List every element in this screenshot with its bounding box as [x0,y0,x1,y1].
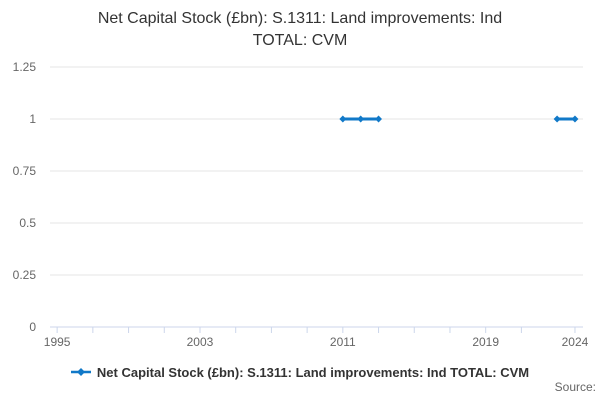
y-axis-label: 0 [29,320,36,334]
data-point-marker[interactable] [553,115,561,123]
x-axis-label: 2003 [187,335,214,349]
y-axis-label: 1 [29,112,36,126]
y-axis-label: 0.5 [19,216,36,230]
x-axis-label: 2019 [472,335,499,349]
y-axis-label: 1.25 [13,60,37,74]
x-axis-label: 1995 [44,335,71,349]
chart-title-line1: Net Capital Stock (£bn): S.1311: Land im… [97,10,503,27]
y-axis-label: 0.75 [13,164,37,178]
data-point-marker[interactable] [571,115,579,123]
source-label: Source: [554,380,596,394]
chart-title: Net Capital Stock (£bn): S.1311: Land im… [0,8,600,52]
data-point-marker[interactable] [339,115,347,123]
x-axis-label: 2024 [562,335,589,349]
legend-marker-icon [76,368,85,376]
y-axis-label: 0.25 [13,268,37,282]
data-point-marker[interactable] [375,115,383,123]
data-point-marker[interactable] [357,115,365,123]
legend-series-icon [70,368,91,376]
chart-title-line2: TOTAL: CVM [252,32,348,49]
legend-label[interactable]: Net Capital Stock (£bn): S.1311: Land im… [96,364,530,380]
legend[interactable]: Net Capital Stock (£bn): S.1311: Land im… [0,362,600,382]
x-axis-label: 2011 [330,335,356,349]
